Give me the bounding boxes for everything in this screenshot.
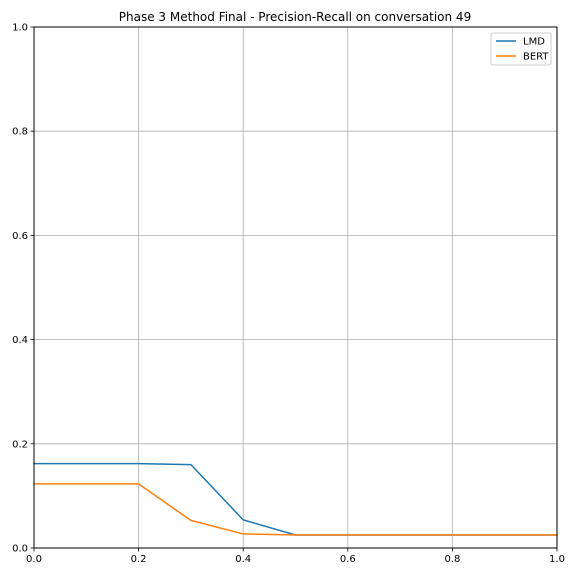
y-tick-label: 0.0	[12, 544, 28, 555]
plot-area-frame	[33, 26, 558, 549]
x-tick-label: 0.2	[131, 554, 147, 565]
series-lines	[33, 462, 558, 536]
y-tick-label: 1.0	[12, 23, 28, 34]
x-tick-label: 0.6	[340, 554, 356, 565]
grid-lines	[33, 26, 558, 549]
chart-title: Phase 3 Method Final - Precision-Recall …	[119, 10, 471, 24]
legend-label-bert: BERT	[523, 52, 549, 63]
y-tick-label: 0.2	[12, 439, 28, 450]
x-tick-label: 1.0	[549, 554, 565, 565]
axis-ticks: 0.0 0.2 0.4 0.6 0.8 1.0 0.0 0.2 0.4 0.6 0.8 1.0	[12, 23, 565, 566]
series-line-bert	[33, 483, 558, 536]
legend: LMD BERT	[490, 32, 552, 66]
x-tick-label: 0.0	[26, 554, 42, 565]
x-tick-label: 0.8	[444, 554, 460, 565]
legend-label-lmd: LMD	[523, 37, 545, 48]
y-tick-label: 0.8	[12, 127, 28, 138]
y-tick-label: 0.6	[12, 231, 28, 242]
series-line-lmd	[33, 462, 558, 536]
x-tick-label: 0.4	[235, 554, 251, 565]
y-tick-label: 0.4	[12, 335, 28, 346]
